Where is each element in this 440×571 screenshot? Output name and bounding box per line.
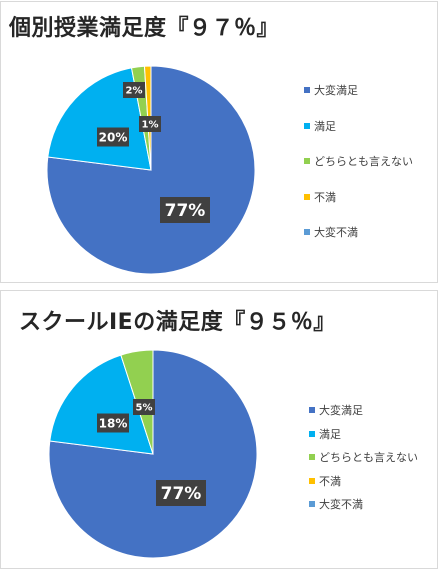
pie-chart: 77% 20% 2% 1% <box>46 65 256 275</box>
data-label: 20% <box>97 127 129 147</box>
svg-text:77%: 77% <box>161 484 202 504</box>
chart-title: 個別授業満足度『９７％』 <box>9 16 280 41</box>
data-label: 5% <box>133 399 155 415</box>
data-label: 77% <box>156 480 206 506</box>
svg-text:5%: 5% <box>136 403 153 414</box>
svg-text:18%: 18% <box>99 416 128 430</box>
data-label: 18% <box>97 413 129 433</box>
svg-text:20%: 20% <box>99 130 128 144</box>
svg-text:1%: 1% <box>142 120 159 131</box>
data-label: 77% <box>160 197 210 223</box>
chart-panel-2: スクールIEの満足度『９５％』 77% 18% 5% 大変満足 満足 どちらとも言えない… <box>0 290 438 569</box>
chart-panel-1: 個別授業満足度『９７％』 77% 20% 2% 1% 大変満足 満足 どちらとも言えない不… <box>0 1 438 283</box>
data-label: 1% <box>139 116 161 132</box>
data-label: 2% <box>123 82 145 98</box>
svg-text:77%: 77% <box>165 201 206 221</box>
pie-chart: 77% 18% 5% <box>48 349 258 559</box>
svg-text:2%: 2% <box>126 86 143 97</box>
chart-title: スクールIEの満足度『９５％』 <box>19 310 336 335</box>
